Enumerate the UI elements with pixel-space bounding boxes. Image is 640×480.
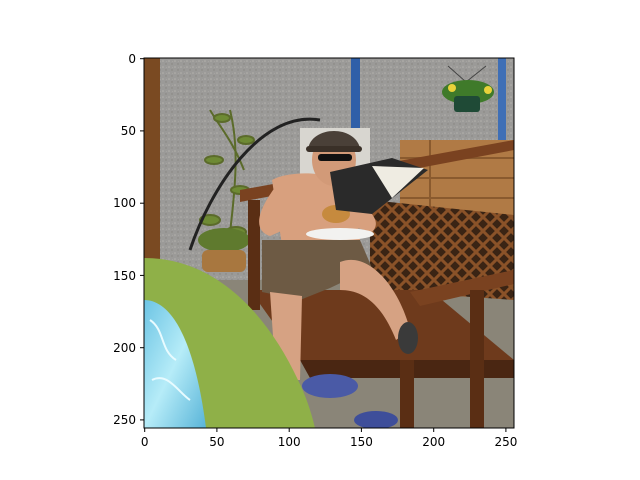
shorts	[262, 240, 372, 300]
y-axis: 0 50 100 150 200 250	[113, 52, 144, 427]
y-tick-label: 150	[113, 269, 136, 283]
y-tick-label: 100	[113, 196, 136, 210]
flip-flop	[302, 374, 358, 398]
y-tick-label: 250	[113, 413, 136, 427]
x-tick-label: 50	[209, 435, 224, 449]
x-tick-label: 200	[422, 435, 445, 449]
cap	[308, 130, 360, 150]
x-tick-label: 250	[494, 435, 517, 449]
drainpipe-right	[498, 58, 506, 140]
man-reading	[259, 130, 428, 380]
garden-hose	[188, 117, 321, 251]
axes-frame	[143, 57, 515, 429]
hanging-basket	[442, 65, 494, 112]
x-tick-label: 150	[350, 435, 373, 449]
bench-leg-right	[470, 290, 484, 428]
bench-leg-front	[400, 360, 414, 428]
photo	[144, 58, 514, 428]
paper-plate	[306, 228, 374, 240]
right-leg	[340, 259, 410, 340]
left-arm	[259, 186, 320, 236]
bench-lattice	[370, 200, 514, 300]
sunglasses	[318, 154, 352, 161]
x-tick-label: 0	[141, 435, 149, 449]
door-frame	[144, 58, 160, 268]
y-tick-label: 200	[113, 341, 136, 355]
y-tick-label: 0	[128, 52, 136, 66]
sandal-foot	[398, 322, 418, 354]
drainpipe	[351, 58, 360, 148]
x-axis: 0 50 100 150 200 250	[141, 428, 517, 449]
bench-seat	[250, 290, 514, 360]
x-tick-label: 100	[278, 435, 301, 449]
flip-flop-2	[354, 411, 398, 428]
bench-leg-left	[248, 200, 260, 310]
y-tick-label: 50	[121, 124, 136, 138]
plant-pot	[198, 228, 250, 272]
bench-arm	[410, 270, 514, 306]
